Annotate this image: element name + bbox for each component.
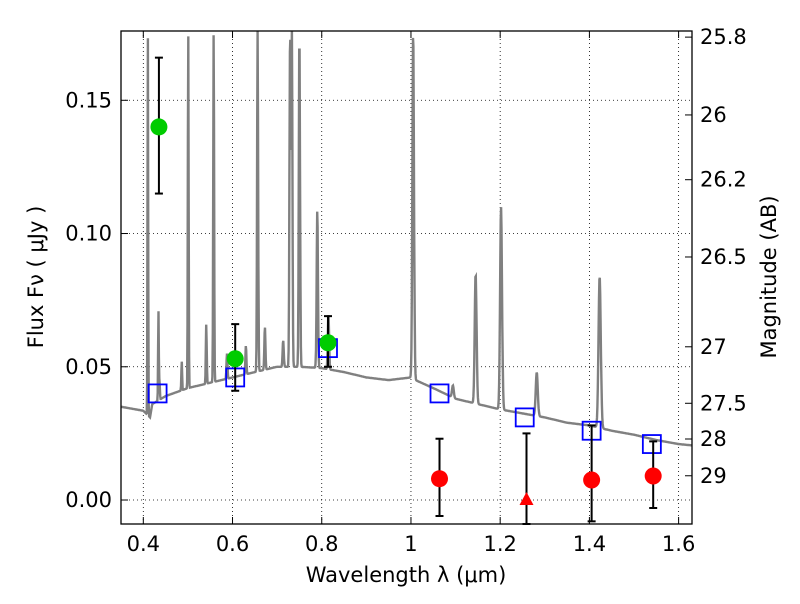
y-axis-label: Flux Fν ( μJy ) xyxy=(24,206,48,349)
x-tick-label: 0.4 xyxy=(127,532,160,556)
model-spectrum-line xyxy=(121,31,692,447)
magnitude-tick-label: 25.8 xyxy=(700,25,747,49)
detection-point xyxy=(150,118,168,136)
faint-point xyxy=(431,470,449,488)
model-photometry-square xyxy=(429,383,450,404)
x-tick-label: 0.6 xyxy=(216,532,249,556)
upper-limit-triangle xyxy=(519,492,534,506)
x-tick-label: 0.8 xyxy=(305,532,338,556)
model-photometry-square xyxy=(514,407,535,428)
x-tick-label: 1.2 xyxy=(483,532,516,556)
detection-point xyxy=(319,334,337,352)
detection-point xyxy=(226,350,244,368)
magnitude-tick-label: 29 xyxy=(700,464,727,488)
x-axis-label: Wavelength λ (μm) xyxy=(306,563,507,587)
model-photometry-square xyxy=(641,434,662,454)
x-tick-label: 1.6 xyxy=(662,532,695,556)
faint-point xyxy=(583,471,601,489)
model-photometry-square xyxy=(147,383,168,404)
magnitude-tick-label: 26.2 xyxy=(700,168,747,192)
magnitude-tick-label: 26 xyxy=(700,103,727,127)
x-tick-label: 1.4 xyxy=(573,532,606,556)
ticks: 0.4 0.6 0.8 1 1.2 1.4 1.6 0.00 0.05 0.10 0.15 25.8 2… xyxy=(65,25,747,556)
right-axis-label: Magnitude (AB) xyxy=(757,195,781,358)
y-tick-label: 0.00 xyxy=(65,488,112,512)
faint-point xyxy=(644,467,662,485)
marker-layer xyxy=(147,56,662,525)
x-tick-label: 1 xyxy=(404,532,417,556)
y-tick-label: 0.15 xyxy=(65,88,112,112)
y-tick-label: 0.05 xyxy=(65,355,112,379)
magnitude-tick-label: 28 xyxy=(700,427,727,451)
magnitude-tick-label: 26.5 xyxy=(700,245,747,269)
magnitude-tick-label: 27.5 xyxy=(700,391,747,415)
magnitude-tick-label: 27 xyxy=(700,335,727,359)
spectrum-layer xyxy=(121,31,692,447)
plot-area xyxy=(121,31,692,524)
plot-frame xyxy=(120,30,693,525)
y-tick-label: 0.10 xyxy=(65,222,112,246)
